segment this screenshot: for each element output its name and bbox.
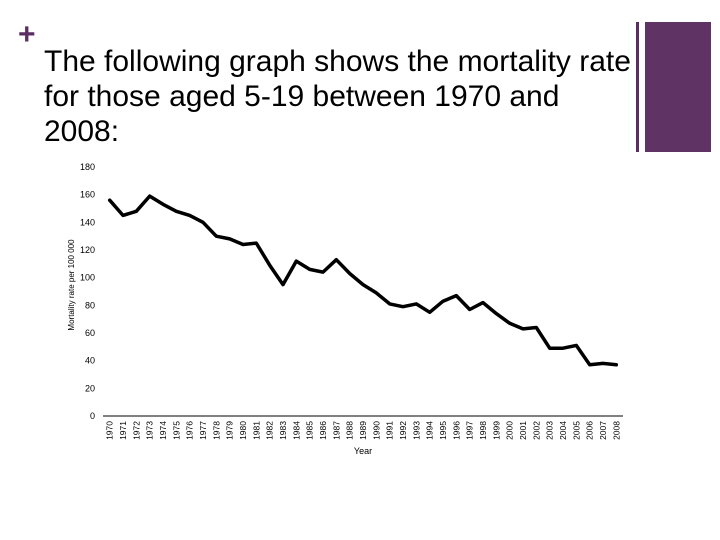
data-point <box>509 322 511 324</box>
data-point <box>135 210 137 212</box>
accent-bar <box>636 22 639 152</box>
x-tick-label: 2005 <box>571 421 581 440</box>
x-tick-label: 1989 <box>358 421 368 440</box>
y-tick-label: 140 <box>80 217 95 227</box>
data-point <box>415 303 417 305</box>
x-tick-label: 1981 <box>251 421 261 440</box>
x-tick-label: 1995 <box>438 421 448 440</box>
x-tick-label: 1977 <box>198 421 208 440</box>
x-tick-label: 2001 <box>518 421 528 440</box>
x-tick-label: 2008 <box>611 421 621 440</box>
y-tick-label: 0 <box>90 411 95 421</box>
data-point <box>282 283 284 286</box>
data-point <box>589 364 591 366</box>
y-tick-label: 160 <box>80 190 95 200</box>
x-tick-label: 1986 <box>318 421 328 440</box>
x-tick-label: 1990 <box>371 421 381 440</box>
data-point <box>149 195 151 197</box>
data-point <box>562 347 564 349</box>
data-point <box>602 362 604 365</box>
y-tick-label: 40 <box>85 356 95 366</box>
x-tick-label: 1976 <box>185 421 195 440</box>
x-tick-label: 1983 <box>278 421 288 440</box>
y-tick-label: 20 <box>85 383 95 393</box>
data-point <box>442 300 444 302</box>
data-point <box>295 260 297 262</box>
data-point <box>549 347 551 349</box>
x-tick-label: 1997 <box>465 421 475 440</box>
y-axis-label: Mortality rate per 100 000 <box>67 239 76 331</box>
data-point <box>455 295 457 297</box>
x-tick-label: 1971 <box>118 421 128 440</box>
data-point <box>335 259 337 261</box>
x-tick-label: 1993 <box>411 421 421 440</box>
data-point <box>242 243 244 246</box>
x-tick-label: 1982 <box>265 421 275 440</box>
slide-title: The following graph shows the mortality … <box>44 45 631 148</box>
data-point <box>109 199 111 201</box>
y-axis-ticks: 0 20 40 60 80 100 120 140 160 180 <box>80 162 95 421</box>
x-tick-label: 1974 <box>158 421 168 440</box>
x-tick-label: 2000 <box>505 421 515 440</box>
y-tick-label: 80 <box>85 300 95 310</box>
x-tick-label: 1998 <box>478 421 488 440</box>
data-point <box>482 301 484 304</box>
data-point <box>189 214 191 217</box>
data-points <box>109 195 617 366</box>
data-point <box>122 214 124 217</box>
x-tick-label: 1994 <box>425 421 435 440</box>
data-point <box>175 210 177 212</box>
data-point <box>535 326 537 329</box>
y-tick-label: 60 <box>85 328 95 338</box>
x-tick-label: 2002 <box>531 421 541 440</box>
x-tick-label: 2003 <box>545 421 555 440</box>
x-tick-label: 1973 <box>145 421 155 440</box>
y-tick-label: 120 <box>80 245 95 255</box>
y-tick-label: 180 <box>80 162 95 172</box>
data-point <box>375 292 377 294</box>
x-tick-label: 1984 <box>291 421 301 440</box>
x-tick-label: 1972 <box>131 421 141 440</box>
data-point <box>389 303 391 305</box>
x-tick-label: 1996 <box>451 421 461 440</box>
accent-block <box>645 22 711 152</box>
data-point <box>469 308 471 311</box>
x-tick-label: 1980 <box>238 421 248 440</box>
series-line-mortality <box>107 194 619 367</box>
plus-bullet-icon: + <box>18 18 36 51</box>
data-point <box>162 203 164 205</box>
data-point <box>575 344 577 347</box>
data-point <box>429 311 431 313</box>
x-tick-label: 1985 <box>305 421 315 440</box>
data-point <box>322 271 324 273</box>
y-tick-label: 100 <box>80 273 95 283</box>
data-point <box>309 268 311 270</box>
x-tick-label: 1978 <box>211 421 221 440</box>
x-tick-label: 2004 <box>558 421 568 440</box>
data-point <box>522 328 524 330</box>
data-point <box>495 313 497 315</box>
data-point <box>349 272 351 275</box>
data-point <box>615 364 617 366</box>
x-tick-label: 1970 <box>105 421 115 440</box>
data-point <box>362 283 364 286</box>
x-tick-label: 2006 <box>585 421 595 440</box>
x-axis-label: Year <box>354 446 372 456</box>
x-tick-label: 1987 <box>331 421 341 440</box>
data-point <box>255 242 257 244</box>
x-tick-label: 1988 <box>345 421 355 440</box>
data-point <box>229 238 231 240</box>
x-tick-label: 1999 <box>491 421 501 440</box>
x-tick-label: 1975 <box>171 421 181 440</box>
x-tick-label: 1991 <box>385 421 395 440</box>
data-point <box>202 221 204 223</box>
x-tick-label: 1979 <box>225 421 235 440</box>
x-tick-label: 1992 <box>398 421 408 440</box>
data-point <box>215 235 217 237</box>
x-tick-label: 2007 <box>598 421 608 440</box>
data-point <box>269 264 271 266</box>
data-point <box>402 306 404 308</box>
x-axis-ticks: 1970 1971 1972 1973 1974 1975 1976 1977 1978 1979… <box>105 421 622 440</box>
